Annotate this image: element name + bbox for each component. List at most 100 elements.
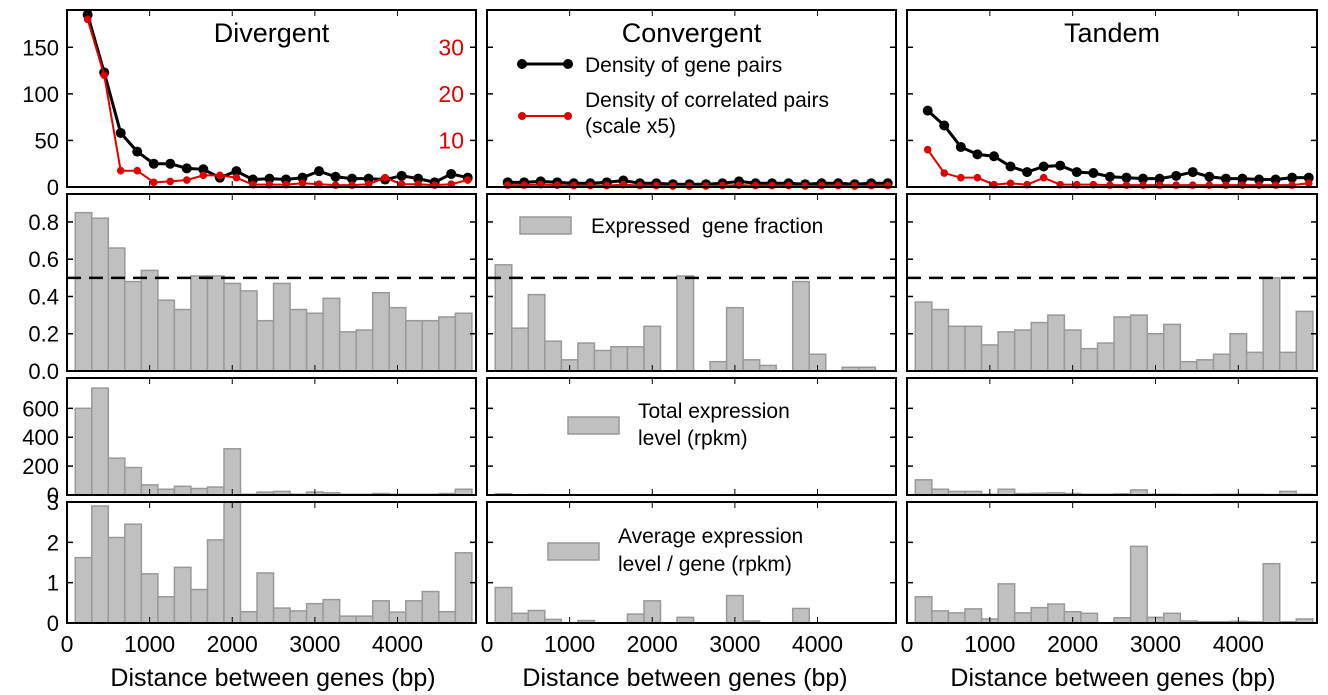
bar <box>964 325 983 372</box>
legend-swatch-average <box>547 542 600 561</box>
bar <box>1013 612 1032 624</box>
correlated-pairs-point <box>867 181 876 190</box>
x-tick-label: 3000 <box>1130 631 1181 657</box>
x-tick-label: 2000 <box>627 631 678 657</box>
bar <box>709 360 728 372</box>
gene-pairs-point <box>363 173 374 184</box>
correlated-pairs-point <box>1039 173 1048 182</box>
legend-label-average-line1: Average expression <box>618 525 803 548</box>
bar <box>206 539 225 624</box>
bar <box>107 247 126 372</box>
correlated-pairs-point <box>463 176 472 184</box>
gene-pairs-point <box>972 149 983 160</box>
y-tick-label: 1 <box>47 571 59 596</box>
correlated-pairs-point <box>751 181 760 190</box>
correlated-pairs-point <box>834 181 842 190</box>
bar <box>1212 353 1231 372</box>
bar <box>947 325 966 372</box>
bar <box>947 612 966 624</box>
x-tick-label: 0 <box>901 631 914 657</box>
bar <box>527 293 546 372</box>
bar <box>421 319 440 372</box>
bar <box>791 607 810 624</box>
correlated-pairs-point <box>652 181 661 190</box>
panel-background <box>907 502 1317 623</box>
panel-background <box>67 10 476 187</box>
correlated-pairs-point <box>603 181 611 190</box>
bar <box>1080 347 1099 372</box>
bar <box>355 329 374 372</box>
correlated-pairs-point <box>923 145 932 154</box>
gene-pairs-point <box>132 146 143 157</box>
bar <box>239 610 258 624</box>
panel-frame <box>66 9 477 188</box>
panel-frame <box>906 9 1318 188</box>
bar <box>371 600 390 624</box>
bar <box>107 536 126 624</box>
correlated-pairs-point <box>1006 179 1015 188</box>
bar <box>494 586 513 624</box>
bar <box>173 308 192 372</box>
bar <box>289 610 308 624</box>
bar <box>322 297 341 372</box>
y-tick-label: 0.2 <box>28 322 59 347</box>
total-legend: Total expression level (rpkm) <box>567 400 790 450</box>
bar <box>74 556 93 624</box>
panel-background <box>487 10 896 187</box>
bar <box>610 346 629 372</box>
gene-pairs-point <box>1138 173 1149 184</box>
gene-pairs-point <box>1022 167 1033 178</box>
bar <box>643 325 662 372</box>
y-tick-label: 100 <box>22 82 59 107</box>
bar <box>626 613 645 624</box>
gene-pairs-point <box>198 164 209 175</box>
gene-pairs-point <box>922 105 933 116</box>
legend-label-scale: (scale x5) <box>585 115 676 138</box>
bar <box>527 609 546 624</box>
correlated-pairs-point <box>298 179 307 188</box>
bar <box>190 588 209 624</box>
legend-marker-correlated-pairs <box>564 112 572 120</box>
bar <box>544 340 563 372</box>
gene-pairs-point <box>347 173 358 184</box>
correlated-pairs-point <box>232 173 241 182</box>
right-y-tick-label: 10 <box>438 127 464 153</box>
bar <box>140 573 159 624</box>
bar <box>338 615 357 624</box>
gene-pairs-point <box>955 141 966 152</box>
correlated-pairs-point <box>569 181 578 190</box>
gene-pairs-point <box>1270 174 1281 185</box>
bar <box>454 552 473 624</box>
correlated-pairs-point <box>116 166 125 175</box>
bar <box>91 505 110 624</box>
y-tick-label: 400 <box>22 425 59 450</box>
gene-pairs-point <box>1071 167 1082 178</box>
right-y-tick-label: 30 <box>438 34 464 60</box>
x-tick-label: 3000 <box>289 631 340 657</box>
bar <box>1163 612 1182 624</box>
bar <box>322 598 341 624</box>
y-tick-label: 0.0 <box>28 359 59 384</box>
bar <box>173 566 192 624</box>
bar <box>931 308 950 372</box>
panel-title-convergent: Convergent <box>622 18 762 48</box>
bar <box>190 275 209 372</box>
gene-pairs-point <box>1187 167 1198 178</box>
bar <box>725 306 744 372</box>
bar <box>256 319 275 372</box>
x-axis-label-convergent: Distance between genes (bp) <box>522 664 847 692</box>
bar-panel <box>494 586 810 624</box>
legend-marker-gene-pairs <box>563 59 573 69</box>
bar <box>742 359 761 372</box>
gene-pairs-point <box>1038 161 1049 172</box>
correlated-pairs-point <box>133 166 142 175</box>
bar <box>438 316 457 372</box>
x-tick-label: 1000 <box>544 631 595 657</box>
bar <box>223 501 242 624</box>
bar <box>997 583 1016 624</box>
bar-panel <box>67 211 476 372</box>
gene-pairs-point <box>1254 174 1265 185</box>
y-tick-label: 200 <box>22 454 59 479</box>
legend-marker-correlated-pairs <box>518 112 526 120</box>
